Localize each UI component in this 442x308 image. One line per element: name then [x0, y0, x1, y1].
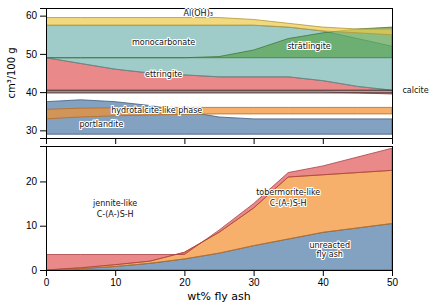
- tick-mark: [40, 181, 46, 182]
- tick-label: 10: [110, 277, 122, 288]
- tick: 30: [249, 270, 261, 288]
- plot-area: [46, 148, 392, 270]
- chart: 30 40 50 60 cm³/100 g Al(OH)₃ monocarbonate ett…: [0, 0, 442, 308]
- tick-label: 10: [26, 220, 38, 231]
- tick-label: 60: [26, 10, 38, 21]
- tick-mark: [40, 92, 46, 93]
- axis-line: [40, 9, 47, 139]
- tick: 50: [387, 270, 399, 288]
- y-axis: 0 10 20: [26, 147, 47, 276]
- tick: [254, 138, 255, 144]
- x-axis: [47, 138, 393, 144]
- axis-line: [40, 147, 47, 271]
- tick: [115, 138, 116, 144]
- frame-line: [46, 146, 392, 147]
- annotation: monocarbonate: [132, 38, 195, 47]
- tick-mark: [40, 130, 46, 131]
- tick: 10: [110, 270, 122, 288]
- y-axis: 30 40 50 60: [26, 9, 47, 139]
- x-axis-title: wt% fly ash: [187, 290, 251, 303]
- tick-mark: [254, 270, 255, 276]
- tick-mark: [40, 16, 46, 17]
- panel: [46, 148, 392, 270]
- frame-line: [46, 8, 392, 9]
- tick: 40: [26, 87, 46, 98]
- tick-mark: [392, 270, 393, 276]
- tick-mark: [323, 138, 324, 144]
- reference-line: [46, 92, 392, 93]
- annotation: hydrotalcite-like phase: [111, 106, 202, 115]
- tick-mark: [40, 270, 46, 271]
- tick-label: 40: [26, 87, 38, 98]
- annotation: Al(OH)₃: [184, 9, 213, 18]
- annotation: calcite: [402, 86, 428, 95]
- tick: 0: [31, 265, 46, 276]
- tick-mark: [184, 138, 185, 144]
- area: [46, 18, 392, 35]
- annotation: C-(A-)S-H: [97, 210, 134, 219]
- tick-label: 20: [26, 176, 38, 187]
- annotation: fly ash: [316, 250, 342, 259]
- area: [46, 148, 392, 270]
- area: [46, 25, 392, 90]
- tick: 40: [318, 270, 330, 288]
- tick-mark: [115, 270, 116, 276]
- annotation: unreacted: [309, 241, 350, 250]
- annotation: jennite-like: [92, 199, 137, 208]
- tick: 20: [26, 176, 46, 187]
- tick: [323, 138, 324, 144]
- x-axis: 0 10 20 30 40 50: [44, 270, 399, 288]
- tick-mark: [115, 138, 116, 144]
- annotation: strätlingite: [287, 42, 331, 51]
- tick-label: 40: [318, 277, 330, 288]
- tick: [392, 138, 393, 144]
- annotation: tobermorite-like: [256, 188, 320, 197]
- annotation: portlandite: [79, 120, 123, 129]
- axis-line: [47, 139, 393, 145]
- plot-area: [46, 18, 392, 135]
- tick-label: 30: [249, 277, 261, 288]
- tick: 30: [26, 125, 46, 136]
- tick-mark: [40, 226, 46, 227]
- tick-mark: [392, 138, 393, 144]
- frame-line: [392, 146, 393, 270]
- tick-label: 0: [31, 265, 37, 276]
- area: [46, 100, 392, 134]
- tick: 0: [44, 270, 50, 288]
- annotation: ettringite: [145, 70, 182, 79]
- area: [46, 107, 392, 118]
- tick: 10: [26, 220, 46, 231]
- tick-label: 30: [26, 125, 38, 136]
- reference-line: [46, 90, 392, 91]
- tick-label: 50: [387, 277, 399, 288]
- panel: [46, 18, 392, 135]
- tick: [184, 138, 185, 144]
- y-axis-title: cm³/100 g: [6, 47, 17, 98]
- tick-label: 20: [179, 277, 191, 288]
- frame-line: [392, 8, 393, 138]
- tick-label: 0: [44, 277, 50, 288]
- tick: 50: [26, 49, 46, 60]
- annotation: C-(A-)S-H: [270, 199, 307, 208]
- tick-mark: [184, 270, 185, 276]
- tick: 60: [26, 10, 46, 21]
- tick-mark: [254, 138, 255, 144]
- tick-mark: [40, 54, 46, 55]
- tick: 20: [179, 270, 191, 288]
- axis-line: [47, 271, 393, 277]
- tick-mark: [323, 270, 324, 276]
- tick-label: 50: [26, 49, 38, 60]
